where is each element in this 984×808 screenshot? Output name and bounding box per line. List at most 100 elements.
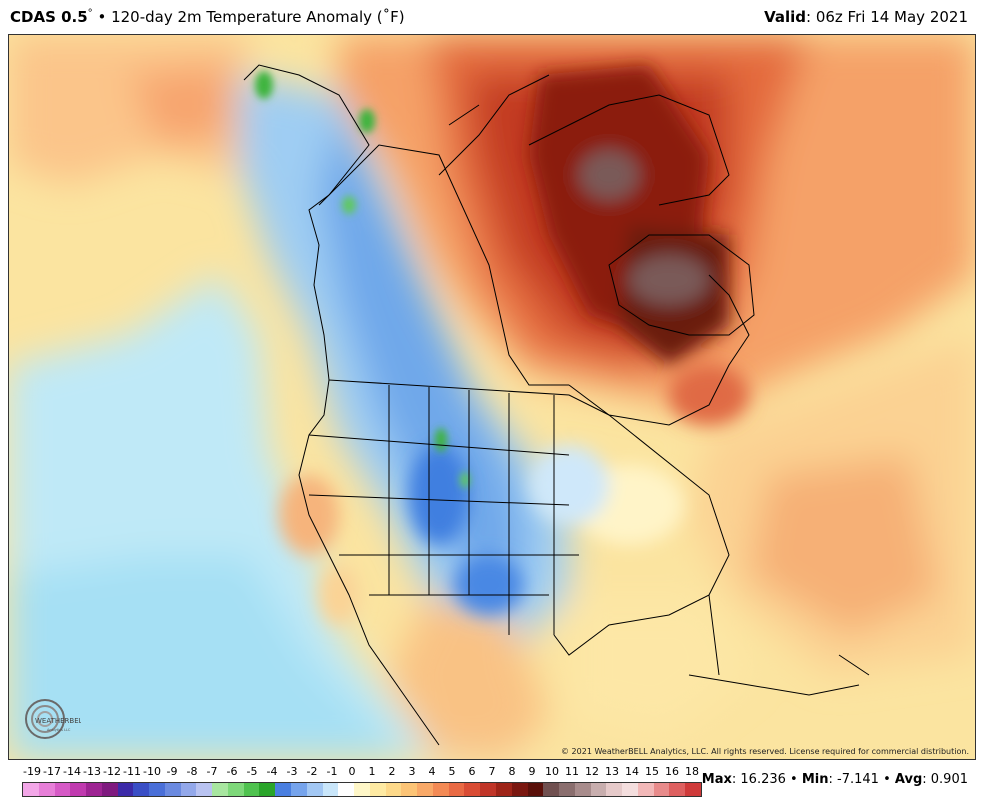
- legend-swatch: [101, 783, 118, 796]
- weatherbell-logo: WEATHERBELL Analytics LLC: [23, 697, 81, 741]
- legend-swatch: [338, 783, 355, 796]
- legend-swatch: [511, 783, 528, 796]
- legend-tick-label: -4: [266, 765, 278, 778]
- legend-swatch: [180, 783, 197, 796]
- legend-tick-label: 3: [408, 765, 416, 778]
- legend-swatch: [685, 783, 701, 796]
- legend-swatch: [275, 783, 292, 796]
- product-name: CDAS 0.5: [10, 8, 88, 26]
- legend-tick-label: 8: [508, 765, 516, 778]
- legend-tick-label: 7: [488, 765, 496, 778]
- valid-time: Valid: 06z Fri 14 May 2021: [764, 8, 968, 26]
- legend-swatch: [133, 783, 150, 796]
- legend-tick-label: -19: [23, 765, 41, 778]
- legend-swatch: [70, 783, 87, 796]
- avg-label: Avg: [894, 772, 923, 787]
- legend-tick-label: -7: [206, 765, 218, 778]
- legend-tick-label: 9: [528, 765, 536, 778]
- legend-tick-label: -8: [186, 765, 198, 778]
- valid-label: Valid: [764, 8, 806, 26]
- legend-tick-label: -9: [166, 765, 178, 778]
- min-value: : -7.141: [828, 772, 879, 787]
- legend-tick-labels: -19 -17 -14 -13 -12 -11 -10 -9 -8 -7 -6 -5 -4 -3 -2 -1 0…: [22, 765, 702, 779]
- legend-swatch: [23, 783, 39, 796]
- legend-tick-label: 6: [468, 765, 476, 778]
- legend-tick-label: -11: [123, 765, 141, 778]
- legend-swatch: [574, 783, 591, 796]
- legend-tick-label: 16: [665, 765, 679, 778]
- anomaly-field-detail: [279, 65, 749, 625]
- legend-swatch: [559, 783, 575, 796]
- legend-swatch: [54, 783, 71, 796]
- map-canvas: [9, 35, 975, 759]
- legend-swatch: [306, 783, 323, 796]
- legend-tick-label: -2: [306, 765, 318, 778]
- legend-tick-label: 14: [625, 765, 639, 778]
- legend-swatch: [401, 783, 418, 796]
- legend-swatch: [243, 783, 260, 796]
- legend-color-bar: [22, 782, 702, 797]
- legend-tick-label: 5: [448, 765, 456, 778]
- legend-swatch: [590, 783, 607, 796]
- legend-tick-label: 4: [428, 765, 436, 778]
- legend-tick-label: -14: [63, 765, 81, 778]
- stats-summary: Max: 16.236 • Min: -7.141 • Avg: 0.901: [702, 772, 968, 787]
- legend-swatch: [38, 783, 55, 796]
- legend-swatch: [385, 783, 402, 796]
- legend-swatch: [369, 783, 386, 796]
- legend-tick-label: -12: [103, 765, 121, 778]
- legend-swatch: [227, 783, 244, 796]
- chart-title: CDAS 0.5° • 120-day 2m Temperature Anoma…: [10, 8, 405, 26]
- legend-swatch: [259, 783, 276, 796]
- legend-swatch: [669, 783, 686, 796]
- legend-swatch: [196, 783, 213, 796]
- legend-swatch: [622, 783, 638, 796]
- legend-tick-label: -10: [143, 765, 161, 778]
- max-label: Max: [701, 772, 732, 787]
- legend-swatch: [448, 783, 465, 796]
- avg-value: : 0.901: [922, 772, 968, 787]
- legend-swatch: [354, 783, 370, 796]
- legend-tick-label: 0: [348, 765, 356, 778]
- legend-swatch: [606, 783, 623, 796]
- legend-swatch: [495, 783, 512, 796]
- legend-tick-label: -3: [286, 765, 298, 778]
- legend-swatch: [637, 783, 654, 796]
- title-bullet: •: [97, 8, 107, 26]
- valid-value: : 06z Fri 14 May 2021: [806, 8, 968, 26]
- legend-swatch: [86, 783, 102, 796]
- legend-swatch: [464, 783, 481, 796]
- degree-symbol: °: [87, 8, 93, 19]
- legend-tick-label: -6: [226, 765, 238, 778]
- boundaries: [243, 64, 870, 746]
- legend-swatch: [212, 783, 228, 796]
- legend-swatch: [149, 783, 165, 796]
- logo-subtext: Analytics LLC: [47, 728, 71, 732]
- legend-swatch: [291, 783, 307, 796]
- stats-sep-1: •: [790, 772, 798, 787]
- stats-sep-2: •: [883, 772, 891, 787]
- legend-swatch: [432, 783, 449, 796]
- legend-tick-label: -17: [43, 765, 61, 778]
- logo-text: WEATHERBELL: [35, 717, 81, 725]
- header-bar: CDAS 0.5° • 120-day 2m Temperature Anoma…: [0, 0, 984, 34]
- anomaly-map[interactable]: WEATHERBELL Analytics LLC © 2021 Weather…: [8, 34, 976, 760]
- legend-swatch: [543, 783, 560, 796]
- legend-swatch: [653, 783, 670, 796]
- legend-tick-label: -13: [83, 765, 101, 778]
- legend-tick-label: -1: [326, 765, 338, 778]
- min-label: Min: [801, 772, 829, 787]
- color-legend: -19 -17 -14 -13 -12 -11 -10 -9 -8 -7 -6 -5 -4 -3 -2 -1 0…: [22, 765, 702, 797]
- legend-tick-label: 18: [685, 765, 699, 778]
- legend-tick-label: 13: [605, 765, 619, 778]
- legend-swatch: [117, 783, 134, 796]
- legend-swatch: [480, 783, 496, 796]
- copyright-notice: © 2021 WeatherBELL Analytics, LLC. All r…: [561, 747, 969, 756]
- anomaly-green-spots: [255, 71, 470, 488]
- legend-swatch: [164, 783, 181, 796]
- legend-tick-label: 15: [645, 765, 659, 778]
- legend-tick-label: 10: [545, 765, 559, 778]
- legend-tick-label: -5: [246, 765, 258, 778]
- legend-tick-label: 11: [565, 765, 579, 778]
- title-text: 120-day 2m Temperature Anomaly (˚F): [111, 8, 405, 26]
